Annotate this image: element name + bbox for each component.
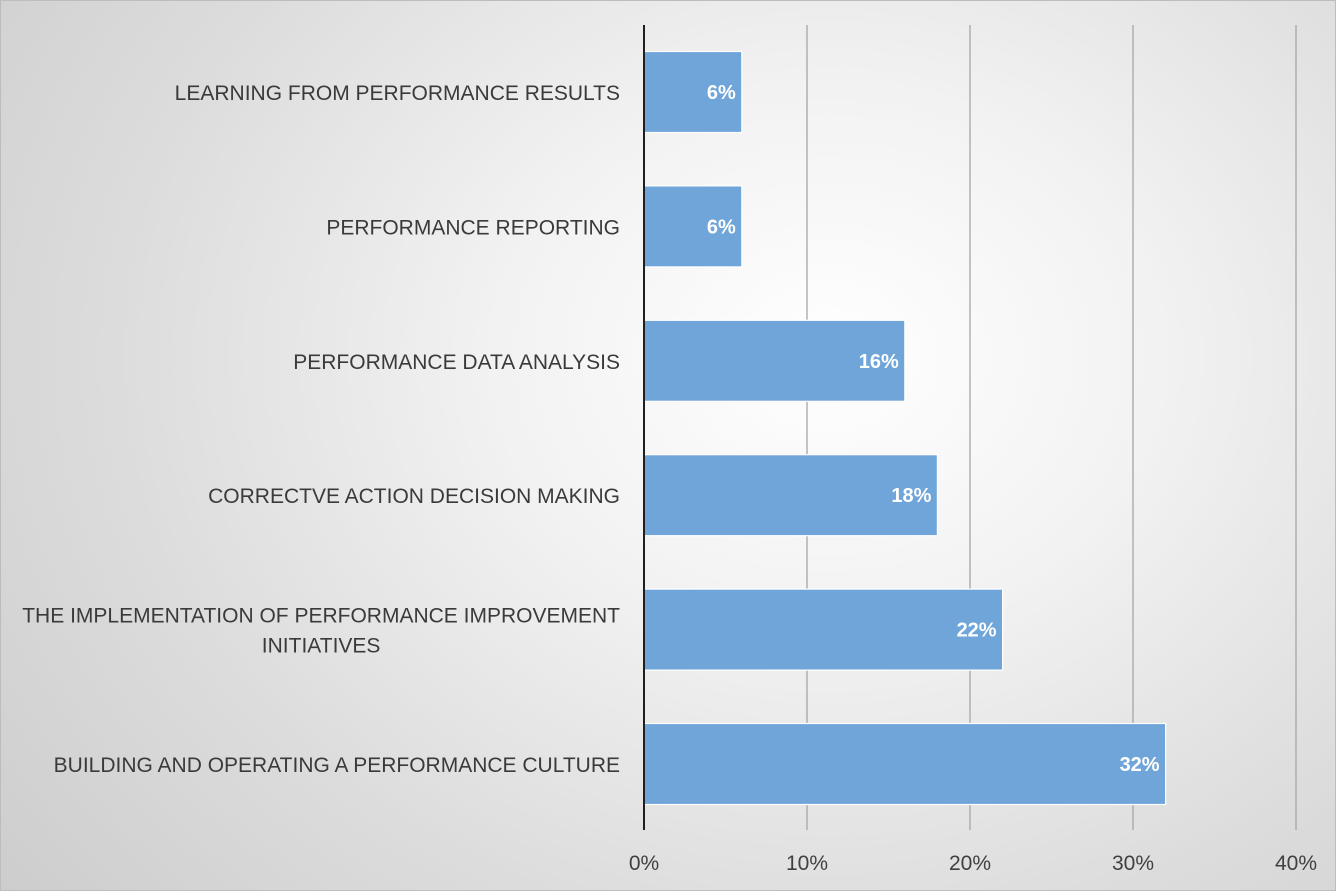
bar xyxy=(643,588,1004,671)
category-label: LEARNING FROM PERFORMANCE RESULTS xyxy=(175,82,620,105)
data-label: 32% xyxy=(1120,754,1160,776)
x-tick-label: 40% xyxy=(1275,852,1317,875)
category-label: PERFORMANCE DATA ANALYSIS xyxy=(293,351,620,374)
bar xyxy=(643,185,743,268)
x-tick-label: 10% xyxy=(786,852,828,875)
x-tick-label: 30% xyxy=(1112,852,1154,875)
category-labels: LEARNING FROM PERFORMANCE RESULTS PERFORM… xyxy=(22,82,620,777)
category-label: CORRECTVE ACTION DECISION MAKING xyxy=(208,485,620,508)
bar xyxy=(643,722,1167,806)
x-axis-tick-labels: 0% 10% 20% 30% 40% xyxy=(629,852,1317,875)
data-label: 16% xyxy=(859,351,899,373)
bar xyxy=(643,319,906,402)
bar xyxy=(643,50,743,134)
data-label: 6% xyxy=(707,82,736,104)
category-label: PERFORMANCE REPORTING xyxy=(326,216,620,239)
gridlines xyxy=(806,25,1297,830)
x-tick-label: 0% xyxy=(629,852,659,875)
x-tick-label: 20% xyxy=(949,852,991,875)
data-label: 18% xyxy=(891,485,931,507)
data-label: 6% xyxy=(707,216,736,238)
category-label: BUILDING AND OPERATING A PERFORMANCE CUL… xyxy=(54,754,620,777)
bars xyxy=(643,50,1167,806)
category-label: THE IMPLEMENTATION OF PERFORMANCE IMPROV… xyxy=(22,605,620,658)
data-label: 22% xyxy=(957,620,997,642)
data-labels: 6% 6% 16% 18% 22% 32% xyxy=(707,82,1160,776)
bar xyxy=(643,454,938,537)
